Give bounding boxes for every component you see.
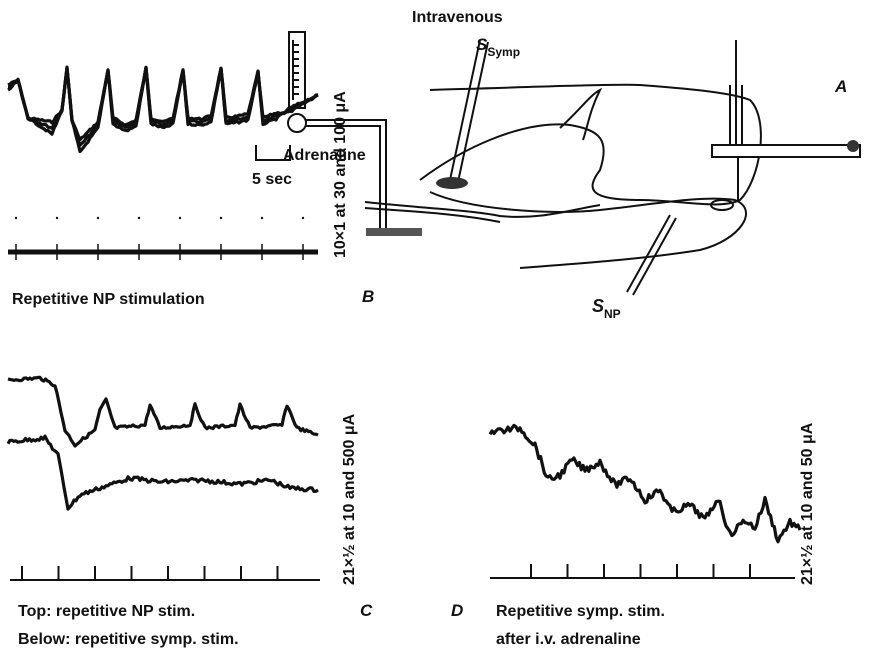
subscript: Symp	[487, 45, 520, 59]
panel-d-caption-top: Repetitive symp. stim.	[496, 603, 665, 620]
np-electrode	[626, 214, 677, 296]
panel-c-caption-bottom: Below: repetitive symp. stim.	[18, 631, 239, 648]
panel-d-stimulus: 21×½ at 10 and 50 μA	[799, 422, 816, 585]
syringe	[288, 31, 306, 109]
panel-c-caption-top: Top: repetitive NP stim.	[18, 603, 195, 620]
stimulus-dot	[55, 216, 59, 220]
panel-a-diagram: Intravenous Adrenaline SSymp SNP A	[283, 9, 861, 321]
stimulus-dot	[301, 216, 305, 220]
symp-electrode-label: SSymp	[476, 35, 520, 59]
scale-bar-label: 5 sec	[252, 171, 292, 188]
panel-b-caption: Repetitive NP stimulation	[12, 291, 205, 308]
vein	[366, 228, 422, 236]
adrenaline-trace	[488, 423, 802, 544]
response-trace	[8, 65, 319, 147]
stimulus-dot	[260, 216, 264, 220]
symbol: S	[476, 35, 488, 54]
panel-b-stimulus: 10×1 at 30 and 100 μA	[332, 91, 349, 258]
scale-bar	[255, 145, 291, 161]
stimulus-dot	[219, 216, 223, 220]
stimulus-dot	[137, 216, 141, 220]
panel-b-label: B	[362, 287, 374, 306]
panel-c: 21×½ at 10 and 500 μA Top: repetitive NP…	[6, 375, 373, 648]
panel-c-label: C	[360, 601, 373, 620]
panel-d-caption-bottom: after i.v. adrenaline	[496, 631, 641, 648]
lever-weight	[847, 140, 859, 152]
symbol: S	[592, 296, 604, 316]
symp-electrode	[449, 39, 489, 183]
artery	[364, 201, 601, 218]
stopcock	[287, 113, 307, 133]
cannula	[306, 119, 387, 232]
stimulus-dot	[14, 216, 18, 220]
lever	[711, 144, 861, 158]
np-trace	[7, 375, 319, 448]
panel-d-label: D	[451, 601, 463, 620]
jaw	[429, 191, 747, 269]
symp-trace	[6, 434, 319, 511]
intravenous-label: Intravenous	[412, 9, 503, 26]
stimulus-dot	[96, 216, 100, 220]
panel-a-label: A	[834, 77, 847, 96]
artery-wall	[364, 207, 501, 223]
stimulus-dot	[178, 216, 182, 220]
panel-b: 5 sec 10×1 at 30 and 100 μA Repetitive N…	[7, 65, 374, 308]
syringe-scale	[292, 40, 299, 100]
subscript: NP	[604, 307, 621, 321]
adrenaline-label: Adrenaline	[283, 147, 366, 164]
lever-posts	[729, 40, 743, 200]
np-electrode-label: SNP	[592, 296, 621, 321]
panel-c-stimulus: 21×½ at 10 and 500 μA	[341, 413, 358, 585]
nerve-site	[710, 199, 734, 211]
response-trace	[7, 65, 318, 154]
panel-d: 21×½ at 10 and 50 μA D Repetitive symp. …	[451, 422, 816, 648]
ear	[559, 87, 603, 141]
symp-ganglion	[436, 177, 468, 189]
head-outline	[419, 83, 762, 206]
